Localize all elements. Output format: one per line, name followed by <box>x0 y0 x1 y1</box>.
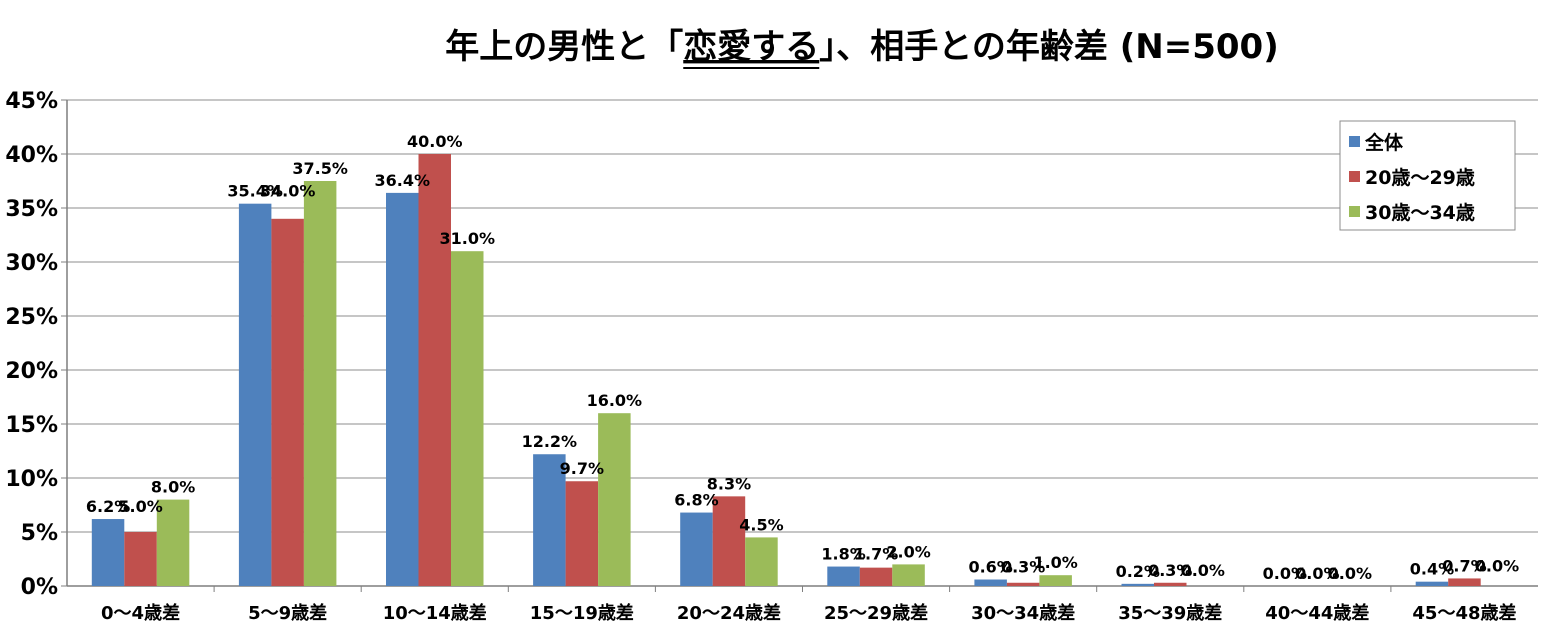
bar <box>91 519 125 586</box>
legend-box <box>1339 120 1516 231</box>
x-category-label: 40～44歳差 <box>1265 602 1369 624</box>
bar <box>598 413 631 586</box>
bar <box>451 251 484 586</box>
data-label: 37.5% <box>292 159 348 178</box>
data-label: 12.2% <box>522 432 578 451</box>
y-tick-label: 5% <box>21 521 58 546</box>
bar <box>533 454 566 586</box>
legend-label: 全体 <box>1364 131 1404 154</box>
bar <box>386 192 419 586</box>
y-tick-label: 40% <box>5 143 58 168</box>
data-label: 6.8% <box>674 491 718 510</box>
legend-swatch <box>1349 136 1360 147</box>
bar <box>303 181 337 586</box>
x-category-label: 25～29歳差 <box>824 602 928 624</box>
chart-title: 年上の男性と「恋愛する」、相手との年齢差 (N=500) <box>445 27 1279 67</box>
data-label: 0.6% <box>968 558 1012 577</box>
axes: 0% 5% 10% 15% 20% 25% 30% 35% 40% 45% 0～4歳差 5～9歳差 10… <box>5 89 1538 624</box>
data-label: 34.0% <box>260 182 316 201</box>
data-label: 0.0% <box>1328 564 1372 583</box>
legend-swatch <box>1349 171 1360 182</box>
data-labels: 6.2%5.0%8.0% 35.4%34.0% 37.5% 36.4% 40.0% 31.… <box>86 132 1519 583</box>
y-tick-label: 25% <box>5 305 58 330</box>
x-category-label: 30～34歳差 <box>971 602 1075 624</box>
x-category-label: 0～4歳差 <box>101 602 180 624</box>
bar <box>156 499 190 586</box>
bar <box>1039 575 1072 586</box>
data-label: 1.0% <box>1033 553 1077 572</box>
bar <box>859 567 893 586</box>
data-label: 8.0% <box>151 478 195 497</box>
bar <box>745 537 778 586</box>
data-label: 0.7% <box>1442 556 1486 575</box>
data-label: 9.7% <box>560 459 604 478</box>
bar <box>271 218 304 587</box>
x-category-label: 10～14歳差 <box>383 602 487 624</box>
legend: 全体 20歳～29歳 30歳～34歳 <box>1339 120 1516 231</box>
legend-label: 20歳～29歳 <box>1365 167 1475 189</box>
x-category-label: 35～39歳差 <box>1118 602 1222 624</box>
x-category-label: 15～19歳差 <box>530 602 634 624</box>
data-label: 0.2% <box>1116 562 1160 581</box>
bar <box>892 564 925 586</box>
data-label: 1.7% <box>854 545 898 564</box>
data-label: 16.0% <box>587 391 643 410</box>
bar <box>974 579 1007 586</box>
data-label: 0.0% <box>1263 564 1307 583</box>
data-label: 0.0% <box>1181 561 1225 580</box>
data-label: 0.0% <box>1295 564 1339 583</box>
x-category-label: 45～48歳差 <box>1412 602 1516 624</box>
y-tick-label: 0% <box>21 575 58 600</box>
y-tick-label: 30% <box>5 251 58 276</box>
bar <box>565 481 599 586</box>
bars <box>91 154 1481 587</box>
y-tick-label: 15% <box>5 413 58 438</box>
y-tick-label: 45% <box>5 89 58 114</box>
data-label: 0.3% <box>1148 561 1192 580</box>
data-label: 0.4% <box>1410 560 1454 579</box>
bar <box>1006 582 1040 586</box>
data-label: 0.0% <box>1475 556 1519 575</box>
data-label: 1.8% <box>821 545 865 564</box>
data-label: 5.0% <box>118 497 162 516</box>
bar <box>827 566 860 586</box>
legend-label: 30歳～34歳 <box>1365 202 1475 224</box>
data-label: 8.3% <box>707 474 751 493</box>
bar <box>238 203 272 586</box>
bar <box>1154 582 1187 586</box>
bar <box>418 154 451 586</box>
bar <box>1415 581 1449 586</box>
data-label: 4.5% <box>739 515 783 534</box>
y-tick-label: 10% <box>5 467 58 492</box>
bar <box>680 512 713 586</box>
bar <box>1121 583 1154 586</box>
bar <box>712 496 746 586</box>
bar <box>1448 578 1481 586</box>
chart-title-underlined: 恋愛する <box>683 27 819 67</box>
legend-swatch <box>1349 206 1360 217</box>
y-tick-label: 35% <box>5 197 58 222</box>
chart-title-suffix: 」、相手との年齢差 (N=500) <box>819 27 1279 67</box>
data-label: 36.4% <box>374 171 430 190</box>
data-label: 35.4% <box>227 182 283 201</box>
data-label: 0.3% <box>1001 558 1045 577</box>
x-category-label: 20～24歳差 <box>677 602 781 624</box>
data-label: 2.0% <box>886 542 930 561</box>
chart-title-prefix: 年上の男性と「 <box>445 27 683 67</box>
y-tick-label: 20% <box>5 359 58 384</box>
x-category-label: 5～9歳差 <box>248 602 327 624</box>
data-label: 6.2% <box>86 497 130 516</box>
data-label: 40.0% <box>407 132 463 151</box>
bar <box>124 532 157 586</box>
data-label: 31.0% <box>439 229 495 248</box>
